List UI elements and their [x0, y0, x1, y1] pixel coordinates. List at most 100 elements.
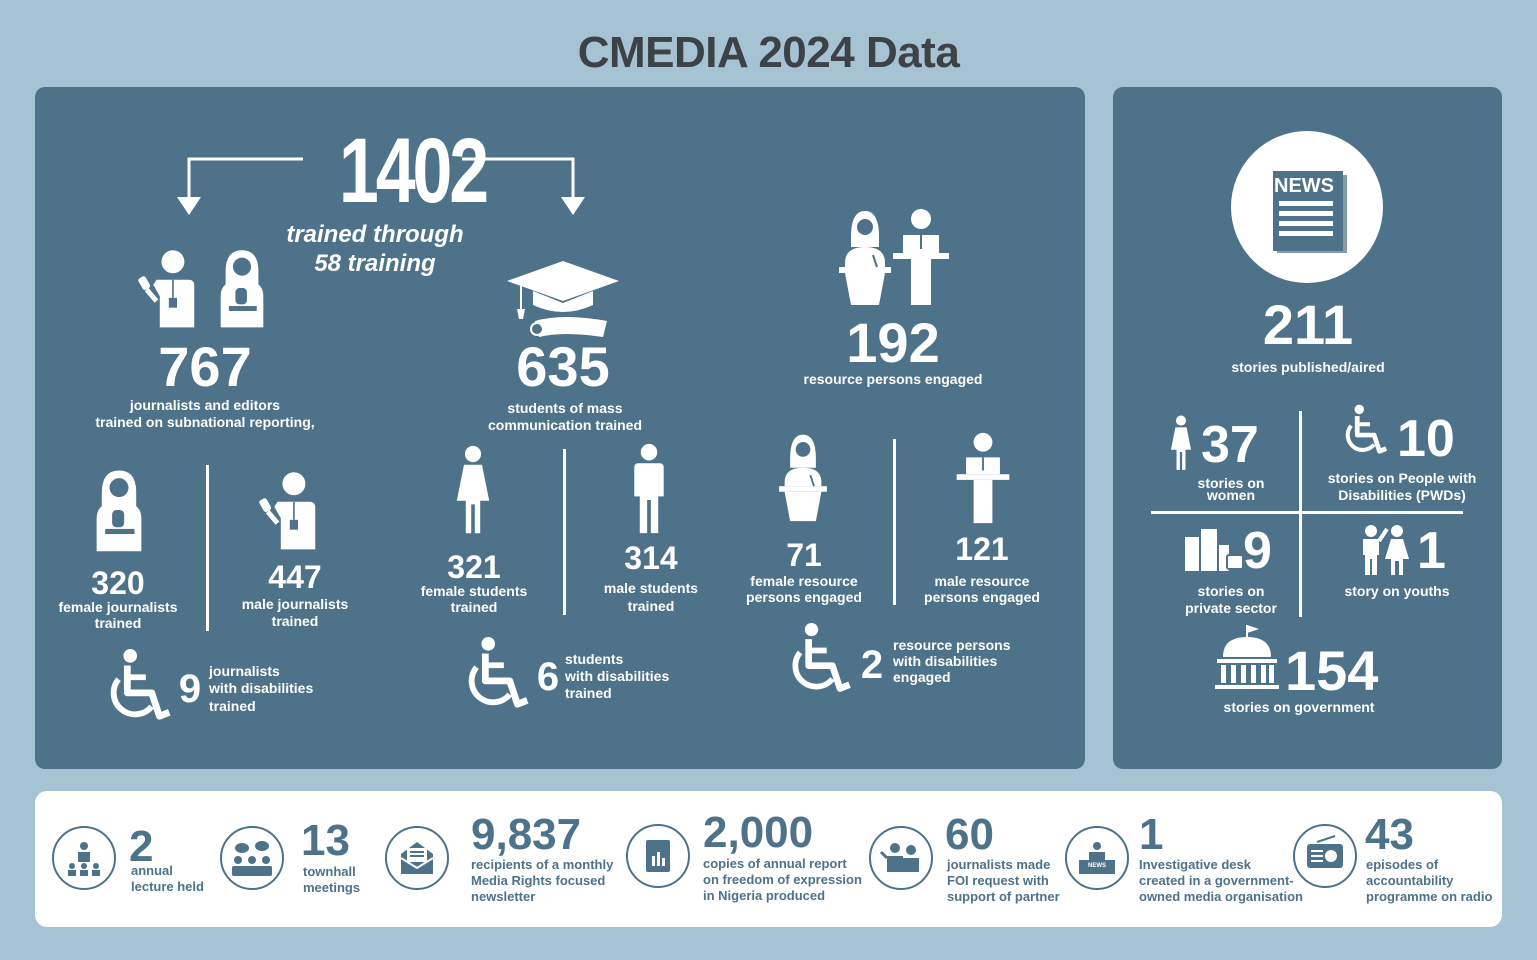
bottom-label-line: Investigative desk	[1139, 857, 1251, 872]
bottom-label-line: accountability	[1366, 873, 1454, 888]
arrow-right-icon	[462, 157, 585, 215]
foi-icon	[869, 826, 933, 890]
male-journalists-count: 447	[268, 559, 322, 595]
newspaper-icon	[1273, 171, 1347, 253]
bottom-number: 1	[1139, 810, 1164, 859]
bottom-label-line: programme on radio	[1366, 889, 1493, 904]
wheelchair-icon	[783, 621, 859, 699]
bottom-label-line: Media Rights focused	[471, 873, 606, 888]
female-student-icon	[451, 445, 495, 535]
news-desk-badge: NEWS	[1088, 863, 1106, 869]
outputs-bar: 2 annual lecture held 13 townhall meetin…	[35, 791, 1502, 927]
private-sector-line2: private sector	[1185, 600, 1277, 616]
disabled-resource-line2: with disabilities	[893, 653, 998, 669]
divider	[563, 449, 566, 615]
disabled-resource-line3: engaged	[893, 669, 951, 685]
buildings-icon	[1185, 529, 1244, 571]
female-journalists-line1: female journalists	[58, 599, 178, 615]
female-students-count: 321	[447, 549, 501, 585]
women-stories-line2: women	[1206, 487, 1256, 503]
pwd-stories-line1: stories on People with	[1327, 470, 1477, 486]
disabled-journalists-line3: trained	[209, 698, 256, 714]
journalists-label-line2: trained on subnational reporting,	[95, 414, 315, 430]
bottom-label-line: copies of annual report	[703, 856, 847, 871]
male-students-count: 314	[624, 540, 678, 576]
private-sector-line1: stories on	[1197, 583, 1265, 599]
male-resource-line1: male resource	[934, 573, 1030, 589]
training-panel: 1402 trained through 58 training 767 jou…	[35, 87, 1085, 769]
radio-icon	[1293, 824, 1357, 888]
male-journalist-icon	[249, 469, 329, 551]
divider	[1299, 411, 1302, 617]
disabled-resource-line1: resource persons	[893, 637, 1011, 653]
bottom-number: 60	[945, 810, 994, 859]
female-students-line2: trained	[450, 599, 498, 615]
disabled-students-line1: students	[565, 651, 624, 667]
bottom-label-line: created in a government-	[1139, 873, 1294, 888]
disabled-journalists-count: 9	[178, 667, 202, 711]
bottom-label-line: on freedom of expression	[703, 872, 862, 887]
bottom-number: 2	[129, 822, 154, 871]
report-icon	[626, 824, 690, 888]
female-resource-line1: female resource	[750, 573, 858, 589]
wheelchair-icon	[459, 635, 537, 715]
news-badge-label: NEWS	[1274, 175, 1334, 197]
disabled-journalists-line1: journalists	[209, 663, 280, 679]
lecture-icon	[52, 826, 116, 890]
disabled-journalists-line2: with disabilities	[209, 680, 314, 696]
youth-stories-label: story on youths	[1344, 583, 1450, 599]
townhall-icon	[220, 826, 284, 890]
arrow-left-icon	[177, 157, 303, 215]
female-resource-count: 71	[786, 537, 822, 573]
bottom-label-line: in Nigeria produced	[703, 888, 826, 903]
woman-icon	[1167, 415, 1195, 471]
wheelchair-icon	[1339, 403, 1393, 459]
women-stories-line1: stories on	[1197, 475, 1265, 491]
bottom-label-line: journalists made	[947, 857, 1051, 872]
pwd-stories-line2: Disabilities (PWDs)	[1338, 487, 1466, 503]
youth-stories-count: 1	[1417, 522, 1446, 580]
bottom-label-line: meetings	[303, 880, 361, 895]
male-speaker-icon	[891, 207, 951, 307]
total-trained-line2: 58 training	[314, 250, 436, 277]
government-stories-label: stories on government	[1223, 699, 1375, 715]
bottom-label-line: annual	[131, 863, 173, 878]
bottom-label-line: owned media organisation	[1139, 889, 1303, 904]
journalist-male-icon	[127, 247, 209, 329]
disabled-students-line3: trained	[565, 685, 612, 701]
female-resource-person-icon	[775, 431, 831, 523]
graduation-cap-icon	[507, 261, 619, 337]
female-journalists-count: 320	[91, 565, 145, 601]
bottom-number: 9,837	[471, 810, 582, 859]
students-label-line1: students of mass	[507, 400, 623, 416]
female-resource-line2: persons engaged	[746, 589, 862, 605]
female-journalists-line2: trained	[94, 615, 142, 631]
bottom-number: 13	[301, 816, 350, 865]
youths-icon	[1363, 525, 1409, 575]
disabled-resource-count: 2	[860, 643, 884, 687]
wheelchair-icon	[101, 647, 179, 727]
journalists-label-line1: journalists and editors	[129, 397, 281, 413]
disabled-students-count: 6	[536, 655, 560, 699]
bottom-number: 43	[1365, 810, 1414, 859]
bottom-label-line: support of partner	[947, 889, 1060, 904]
divider	[1151, 511, 1463, 514]
bottom-label-line: newsletter	[471, 889, 536, 904]
female-students-line1: female students	[420, 583, 528, 599]
journalists-count: 767	[158, 335, 252, 398]
bottom-label-line: recipients of a monthly	[471, 857, 614, 872]
divider	[893, 439, 896, 605]
bottom-label-line: townhall	[303, 864, 356, 879]
male-journalists-line1: male journalists	[241, 596, 349, 612]
government-stories-count: 154	[1285, 639, 1379, 702]
students-count: 635	[516, 335, 610, 398]
female-journalist-icon	[83, 467, 155, 553]
total-trained-line1: trained through	[286, 221, 464, 248]
male-resource-count: 121	[955, 531, 1009, 567]
female-speaker-icon	[835, 207, 895, 307]
stories-panel: NEWS 211 stories published/aired 37 stor…	[1113, 87, 1502, 769]
male-students-line1: male students	[603, 580, 699, 596]
news-desk-icon	[1065, 826, 1129, 890]
male-journalists-line2: trained	[271, 613, 319, 629]
women-stories-count: 37	[1201, 416, 1259, 474]
